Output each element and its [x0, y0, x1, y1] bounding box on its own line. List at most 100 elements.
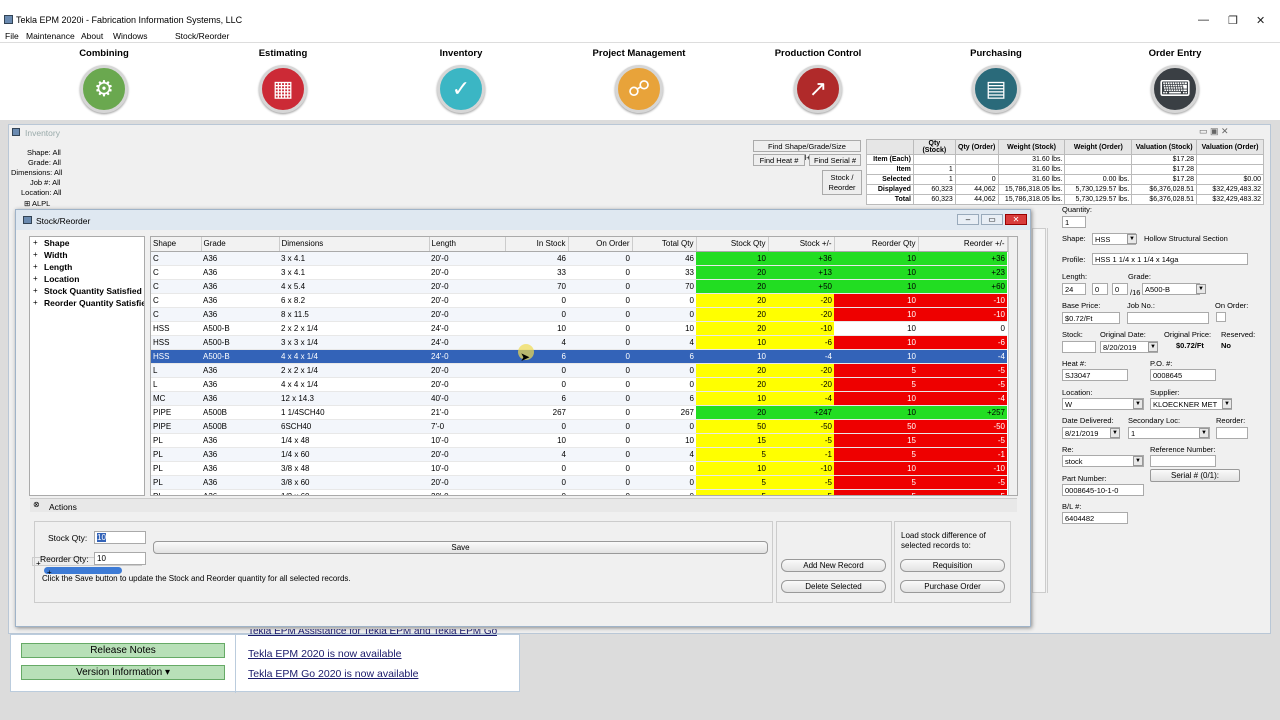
tree-node-shape[interactable]: Shape	[30, 237, 144, 249]
grid-cell[interactable]: 0	[568, 321, 632, 336]
grid-cell[interactable]: +13	[768, 265, 834, 280]
quantity-field[interactable]: 1	[1062, 216, 1086, 228]
reorder-field[interactable]	[1216, 427, 1248, 439]
table-row[interactable]: C A36 8 x 11.5 20'-0 0 0 0 20 -20 10 -10	[151, 307, 1007, 322]
grid-cell[interactable]: 10	[505, 433, 568, 448]
grid-cell[interactable]: 0	[568, 349, 632, 364]
grid-cell[interactable]: 4 x 4 x 1/4	[279, 377, 429, 392]
grid-cell[interactable]: 70	[632, 279, 696, 294]
grid-cell[interactable]: -20	[768, 377, 834, 392]
grid-cell[interactable]: 6SCH40	[279, 419, 429, 434]
grid-cell[interactable]: 20'-0	[429, 265, 505, 280]
grid-cell[interactable]: 20	[696, 363, 768, 378]
ribbon-purchasing[interactable]: Purchasing ▤	[926, 48, 1066, 113]
stock-field[interactable]	[1062, 341, 1096, 353]
grid-cell[interactable]: 5	[834, 447, 918, 462]
grid-cell[interactable]: -20	[768, 363, 834, 378]
grid-cell[interactable]: PL	[151, 433, 201, 448]
grid-cell[interactable]: 0	[568, 405, 632, 420]
grid-cell[interactable]: -20	[768, 307, 834, 322]
grid-cell[interactable]: 20	[696, 293, 768, 308]
grid-cell[interactable]: 0	[505, 307, 568, 322]
length-feet-field[interactable]: 24	[1062, 283, 1086, 295]
inventory-scrollbar[interactable]	[1047, 228, 1056, 593]
original-date-field[interactable]: 8/20/2019	[1100, 341, 1158, 353]
grid-cell[interactable]: 20'-0	[429, 279, 505, 294]
grid-cell[interactable]: 10	[834, 461, 918, 476]
grid-cell[interactable]: 0	[568, 251, 632, 266]
grid-cell[interactable]: 2 x 2 x 1/4	[279, 321, 429, 336]
grid-cell[interactable]: 0	[568, 363, 632, 378]
grid-cell[interactable]: MC	[151, 391, 201, 406]
serial-button[interactable]: Serial # (0/1):	[1150, 469, 1240, 482]
table-row[interactable]: PL A36 1/2 x 60 20'-0 0 0 0 5 -5 5 -5	[151, 489, 1007, 495]
grid-cell[interactable]: A36	[201, 363, 279, 378]
grid-cell[interactable]: PL	[151, 475, 201, 490]
grid-cell[interactable]: 0	[918, 321, 1007, 336]
grid-cell[interactable]: 6	[505, 391, 568, 406]
table-row[interactable]: L A36 2 x 2 x 1/4 20'-0 0 0 0 20 -20 5 -5	[151, 363, 1007, 378]
grid-cell[interactable]: -1	[918, 447, 1007, 462]
grid-cell[interactable]: -1	[768, 447, 834, 462]
bl-field[interactable]: 6404482	[1062, 512, 1128, 524]
actions-header[interactable]: ⊗ Actions	[30, 498, 1017, 512]
ribbon-estimating[interactable]: Estimating ▦	[213, 48, 353, 113]
grid-cell[interactable]: 0	[505, 377, 568, 392]
grid-cell[interactable]: -6	[768, 335, 834, 350]
column-header-grade[interactable]: Grade	[201, 237, 280, 252]
grid-cell[interactable]: -50	[918, 419, 1007, 434]
grid-cell[interactable]: 1/4 x 48	[279, 433, 429, 448]
grid-cell[interactable]: 0	[568, 293, 632, 308]
grid-cell[interactable]: HSS	[151, 321, 201, 336]
grid-cell[interactable]: 3 x 4.1	[279, 251, 429, 266]
table-row[interactable]: HSS A500-B 2 x 2 x 1/4 24'-0 10 0 10 20 -10 10 0	[151, 321, 1007, 336]
grid-cell[interactable]: 1 1/4SCH40	[279, 405, 429, 420]
grid-cell[interactable]: A36	[201, 377, 279, 392]
calendar-dropdown-icon[interactable]: ▼	[1148, 342, 1158, 352]
grid-cell[interactable]: A36	[201, 279, 279, 294]
grid-cell[interactable]: 10	[834, 307, 918, 322]
grid-cell[interactable]: 0	[568, 447, 632, 462]
grid-cell[interactable]: +247	[768, 405, 834, 420]
close-icon[interactable]: ✕	[1005, 214, 1027, 225]
grid-cell[interactable]: -10	[768, 461, 834, 476]
grid-cell[interactable]: 6	[632, 391, 696, 406]
grid-cell[interactable]: 0	[568, 265, 632, 280]
grid-cell[interactable]: C	[151, 279, 201, 294]
grid-cell[interactable]: 46	[632, 251, 696, 266]
chevron-down-icon[interactable]: ▼	[1133, 399, 1143, 409]
grid-cell[interactable]: A36	[201, 293, 279, 308]
table-row[interactable]: PL A36 1/4 x 60 20'-0 4 0 4 5 -1 5 -1	[151, 447, 1007, 462]
menu-maintenance[interactable]: Maintenance	[26, 31, 75, 41]
grid-cell[interactable]: -5	[768, 475, 834, 490]
grid-cell[interactable]: 10	[696, 349, 768, 364]
grid-cell[interactable]: 0	[568, 433, 632, 448]
grid-cell[interactable]: 10	[696, 391, 768, 406]
grid-cell[interactable]: A36	[201, 433, 279, 448]
grid-cell[interactable]: 5	[834, 363, 918, 378]
grid-cell[interactable]: -4	[918, 391, 1007, 406]
grid-cell[interactable]: 0	[568, 461, 632, 476]
column-header-in-stock[interactable]: In Stock	[505, 237, 569, 252]
grid-cell[interactable]: -5	[918, 433, 1007, 448]
column-header-dimensions[interactable]: Dimensions	[279, 237, 430, 252]
table-row[interactable]: MC A36 12 x 14.3 40'-0 6 0 6 10 -4 10 -4	[151, 391, 1007, 406]
grid-cell[interactable]: 70	[505, 279, 568, 294]
grid-cell[interactable]: 20'-0	[429, 377, 505, 392]
grid-cell[interactable]: +36	[918, 251, 1007, 266]
maximize-icon[interactable]: ❐	[1228, 15, 1238, 27]
grid-cell[interactable]: 10'-0	[429, 461, 505, 476]
heat-field[interactable]: SJ3047	[1062, 369, 1128, 381]
add-new-record-button[interactable]: Add New Record	[781, 559, 886, 572]
column-header-on-order[interactable]: On Order	[568, 237, 633, 252]
grid-cell[interactable]: C	[151, 293, 201, 308]
grid-cell[interactable]: 10	[632, 321, 696, 336]
grid-cell[interactable]: 10	[696, 461, 768, 476]
find-shape-button[interactable]: Find Shape/Grade/Size (Ctrl+F5)	[753, 140, 861, 162]
grid-cell[interactable]: A36	[201, 475, 279, 490]
grid-cell[interactable]: 0	[632, 489, 696, 495]
grid-cell[interactable]: 33	[632, 265, 696, 280]
grid-cell[interactable]: 267	[632, 405, 696, 420]
grid-cell[interactable]: 4	[505, 447, 568, 462]
grid-cell[interactable]: PIPE	[151, 405, 201, 420]
